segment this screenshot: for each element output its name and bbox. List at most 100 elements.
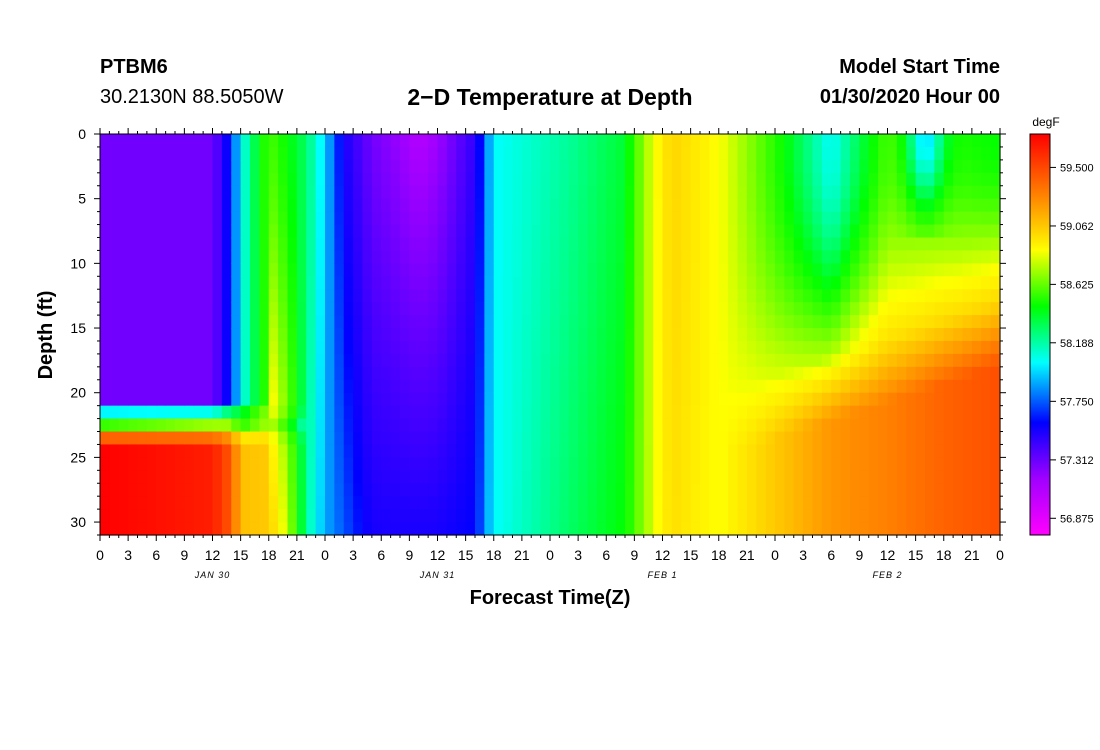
- heatmap-cell: [203, 457, 214, 471]
- heatmap-cell: [184, 185, 195, 200]
- heatmap-cell: [559, 237, 570, 252]
- heatmap-cell: [643, 418, 654, 433]
- heatmap-cell: [981, 146, 992, 161]
- heatmap-cell: [746, 315, 757, 329]
- heatmap-cell: [746, 263, 757, 277]
- heatmap-cell: [812, 457, 823, 471]
- heatmap-cell: [596, 146, 607, 161]
- heatmap-cell: [765, 392, 776, 407]
- heatmap-cell: [653, 483, 664, 497]
- heatmap-cell: [625, 302, 635, 316]
- heatmap-cell: [690, 353, 701, 368]
- heatmap-cell: [690, 302, 701, 316]
- heatmap-cell: [690, 159, 701, 174]
- heatmap-cell: [193, 159, 204, 174]
- heatmap-cell: [803, 379, 814, 394]
- heatmap-cell: [550, 185, 560, 200]
- heatmap-cell: [512, 315, 523, 329]
- heatmap-cell: [990, 185, 1001, 200]
- heatmap-cell: [709, 470, 720, 484]
- heatmap-cell: [287, 496, 298, 510]
- heatmap-cell: [465, 405, 476, 420]
- heatmap-cell: [268, 379, 279, 394]
- heatmap-cell: [109, 379, 120, 394]
- heatmap-cell: [578, 353, 589, 368]
- heatmap-cell: [137, 522, 148, 536]
- heatmap-cell: [971, 146, 982, 161]
- heatmap-cell: [746, 328, 757, 342]
- heatmap-cell: [446, 146, 457, 161]
- heatmap-cell: [812, 522, 823, 536]
- heatmap-cell: [728, 302, 739, 316]
- heatmap-cell: [643, 379, 654, 394]
- heatmap-cell: [718, 263, 729, 277]
- heatmap-cell: [971, 315, 982, 329]
- heatmap-cell: [943, 237, 954, 252]
- heatmap-cell: [475, 457, 485, 471]
- heatmap-cell: [409, 185, 420, 200]
- heatmap-cell: [578, 198, 589, 213]
- heatmap-cell: [681, 198, 692, 213]
- heatmap-cell: [418, 483, 429, 497]
- heatmap-cell: [784, 328, 795, 342]
- heatmap-cell: [456, 198, 467, 213]
- heatmap-cell: [746, 211, 757, 226]
- heatmap-cell: [906, 237, 917, 252]
- heatmap-cell: [446, 211, 457, 226]
- heatmap-cell: [146, 276, 157, 290]
- heatmap-cell: [446, 250, 457, 264]
- heatmap-cell: [868, 134, 879, 148]
- heatmap-cell: [371, 315, 382, 329]
- heatmap-cell: [400, 379, 410, 394]
- heatmap-cell: [446, 315, 457, 329]
- heatmap-cell: [203, 392, 214, 407]
- heatmap-cell: [596, 366, 607, 381]
- heatmap-cell: [353, 211, 364, 226]
- heatmap-cell: [371, 211, 382, 226]
- heatmap-cell: [990, 457, 1001, 471]
- heatmap-cell: [878, 250, 889, 264]
- heatmap-cell: [634, 457, 645, 471]
- heatmap-cell: [446, 159, 457, 174]
- heatmap-cell: [259, 483, 270, 497]
- heatmap-cell: [934, 379, 945, 394]
- heatmap-cell: [521, 185, 532, 200]
- heatmap-cell: [606, 470, 617, 484]
- heatmap-cell: [146, 172, 157, 187]
- heatmap-cell: [925, 134, 935, 148]
- heatmap-cell: [859, 146, 870, 161]
- heatmap-cell: [728, 237, 739, 252]
- heatmap-cell: [465, 470, 476, 484]
- heatmap-cell: [221, 315, 232, 329]
- heatmap-cell: [409, 483, 420, 497]
- heatmap-cell: [559, 431, 570, 446]
- heatmap-cell: [812, 134, 823, 148]
- heatmap-cell: [709, 457, 720, 471]
- heatmap-cell: [784, 340, 795, 355]
- heatmap-cell: [418, 405, 429, 420]
- heatmap-cell: [540, 470, 551, 484]
- heatmap-cell: [765, 405, 776, 420]
- heatmap-cell: [756, 237, 767, 252]
- heatmap-cell: [756, 470, 767, 484]
- heatmap-cell: [765, 340, 776, 355]
- x-tick-label: 12: [430, 547, 446, 563]
- heatmap-cell: [615, 444, 626, 458]
- heatmap-cell: [812, 405, 823, 420]
- heatmap-cell: [193, 315, 204, 329]
- heatmap-cell: [418, 431, 429, 446]
- x-tick-label: 15: [233, 547, 249, 563]
- heatmap-cell: [596, 405, 607, 420]
- heatmap-cell: [353, 509, 364, 523]
- heatmap-cell: [671, 366, 682, 381]
- heatmap-cell: [878, 276, 889, 290]
- heatmap-cell: [896, 496, 907, 510]
- heatmap-cell: [578, 405, 589, 420]
- heatmap-cell: [671, 211, 682, 226]
- heatmap-cell: [915, 431, 926, 446]
- heatmap-cell: [109, 522, 120, 536]
- heatmap-cell: [446, 353, 457, 368]
- heatmap-cell: [531, 185, 542, 200]
- heatmap-cell: [362, 366, 373, 381]
- heatmap-cell: [137, 237, 148, 252]
